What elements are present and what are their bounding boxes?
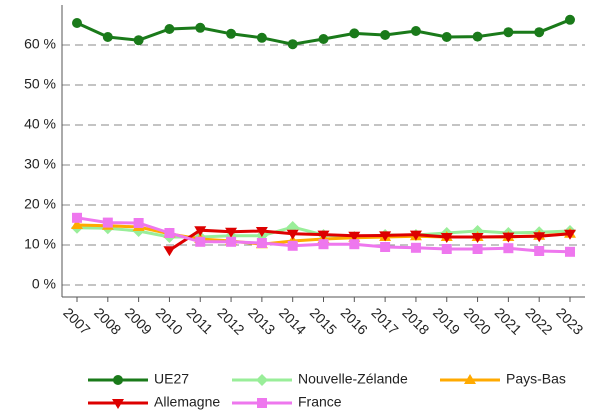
x-tick-label: 2009 [122, 304, 155, 337]
data-point [565, 14, 575, 25]
x-tick-label: 2023 [553, 304, 586, 337]
data-point [565, 246, 575, 257]
x-tick-label: 2017 [368, 304, 401, 337]
x-tick-label: 2007 [60, 304, 93, 337]
legend-label: Allemagne [154, 394, 220, 410]
data-point [133, 218, 144, 228]
data-point [472, 244, 483, 254]
data-point [380, 242, 391, 252]
data-point [195, 22, 206, 33]
x-tick-label: 2016 [338, 304, 371, 337]
data-point [380, 30, 391, 40]
data-point [471, 233, 484, 243]
data-point [286, 229, 299, 240]
data-point [503, 243, 514, 254]
legend-label: Nouvelle-Zélande [298, 371, 408, 387]
data-point [133, 35, 144, 46]
data-point [102, 32, 113, 42]
data-point [71, 219, 83, 229]
data-point [164, 24, 175, 34]
data-point [564, 229, 576, 240]
data-point [72, 212, 82, 223]
data-point [226, 236, 237, 247]
legend-marker [112, 399, 124, 409]
data-point [410, 26, 421, 36]
data-point [287, 39, 298, 50]
data-point [440, 233, 453, 243]
y-tick-label: 50 % [24, 76, 56, 92]
x-tick-label: 2010 [153, 304, 186, 337]
data-point [226, 28, 237, 39]
data-point [533, 232, 546, 243]
data-point [225, 227, 238, 238]
data-point [255, 227, 268, 237]
legend-label: France [298, 394, 342, 410]
data-point [503, 27, 514, 38]
data-point [164, 228, 175, 238]
data-point [256, 238, 267, 248]
data-point [195, 236, 206, 247]
x-tick-label: 2013 [245, 304, 278, 337]
legend-label: UE27 [154, 371, 189, 387]
data-point [102, 217, 113, 228]
data-point [472, 31, 483, 42]
legend-marker [257, 398, 267, 408]
data-point [318, 34, 329, 44]
x-tick-label: 2015 [307, 304, 340, 337]
x-tick-label: 2008 [91, 304, 124, 337]
series-line [168, 228, 571, 252]
data-point [72, 18, 82, 28]
x-tick-label: 2019 [430, 304, 463, 337]
data-point [502, 232, 515, 243]
data-point [194, 226, 207, 237]
data-point [318, 239, 329, 250]
legend-marker [113, 375, 123, 385]
data-point [441, 244, 452, 254]
data-point [348, 231, 361, 242]
data-point [534, 246, 545, 256]
legend-marker [256, 374, 268, 386]
data-point [317, 230, 330, 241]
y-tick-label: 0 % [32, 276, 56, 292]
data-point [256, 32, 267, 43]
data-point [534, 27, 545, 38]
data-point [349, 28, 360, 39]
data-point [349, 239, 360, 250]
y-tick-label: 40 % [24, 116, 56, 132]
data-point [409, 230, 422, 241]
x-tick-label: 2018 [399, 304, 432, 337]
data-point [163, 246, 176, 257]
y-tick-label: 10 % [24, 236, 56, 252]
x-tick-label: 2012 [214, 304, 247, 337]
data-point [287, 240, 298, 251]
x-tick-label: 2014 [276, 304, 309, 337]
data-point [379, 231, 392, 242]
x-tick-label: 2021 [492, 304, 525, 337]
y-tick-label: 20 % [24, 196, 56, 212]
y-tick-label: 60 % [24, 36, 56, 52]
legend-marker [464, 374, 476, 384]
y-tick-label: 30 % [24, 156, 56, 172]
data-point [410, 242, 421, 253]
x-tick-label: 2020 [461, 304, 494, 337]
data-point [441, 32, 452, 42]
x-tick-label: 2022 [522, 304, 555, 337]
legend-label: Pays-Bas [506, 371, 566, 387]
x-tick-label: 2011 [184, 304, 217, 337]
